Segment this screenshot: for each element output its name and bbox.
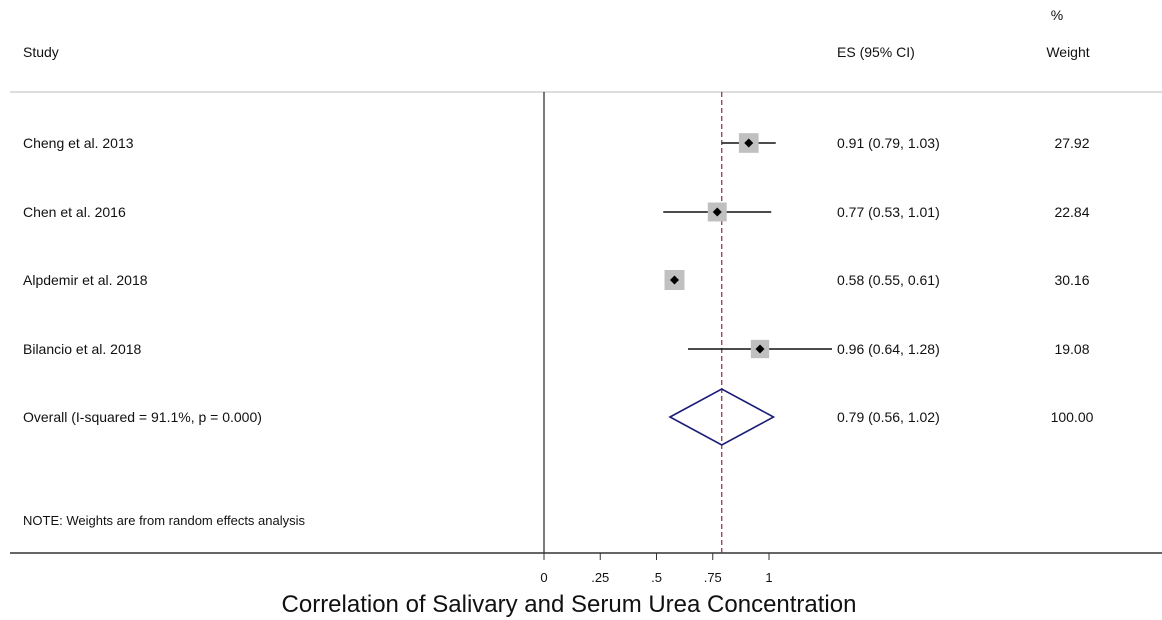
x-axis-title: Correlation of Salivary and Serum Urea C… [282, 591, 857, 618]
overall-weight-value: 100.00 [1051, 409, 1094, 425]
header-weight-percent: % [1051, 7, 1063, 23]
note-text: NOTE: Weights are from random effects an… [23, 513, 306, 528]
point-estimate-marker [712, 207, 722, 217]
x-tick-label: 1 [765, 570, 772, 585]
study-label: Bilancio et al. 2018 [23, 341, 142, 357]
header-es: ES (95% CI) [837, 44, 915, 60]
study-label: Cheng et al. 2013 [23, 135, 134, 151]
overall-label: Overall (I-squared = 91.1%, p = 0.000) [23, 409, 262, 425]
point-estimate-marker [670, 275, 679, 285]
study-row: Bilancio et al. 2018 0.96 (0.64, 1.28) 19.… [23, 339, 1090, 359]
header-weight: Weight [1046, 44, 1089, 60]
weight-value: 22.84 [1054, 204, 1089, 220]
x-tick-label: .25 [591, 570, 609, 585]
study-rows: Cheng et al. 2013 0.91 (0.79, 1.03) 27.92C… [23, 133, 1090, 359]
x-tick-label: .5 [651, 570, 662, 585]
overall-es-ci-value: 0.79 (0.56, 1.02) [837, 409, 940, 425]
header-study: Study [23, 44, 59, 60]
overall-diamond [668, 388, 776, 446]
x-tick-label: 0 [540, 570, 547, 585]
study-label: Alpdemir et al. 2018 [23, 272, 148, 288]
es-ci-value: 0.96 (0.64, 1.28) [837, 341, 940, 357]
point-estimate-marker [744, 138, 754, 148]
study-row: Chen et al. 2016 0.77 (0.53, 1.01) 22.84 [23, 202, 1090, 222]
es-ci-value: 0.91 (0.79, 1.03) [837, 135, 940, 151]
x-axis-ticks: 0 .25 .5 .75 1 [540, 553, 773, 585]
study-row: Cheng et al. 2013 0.91 (0.79, 1.03) 27.92 [23, 133, 1090, 153]
overall-row: Overall (I-squared = 91.1%, p = 0.000) 0.… [23, 388, 1094, 446]
study-row: Alpdemir et al. 2018 0.58 (0.55, 0.61) 30.… [23, 270, 1090, 290]
weight-value: 19.08 [1054, 341, 1089, 357]
study-label: Chen et al. 2016 [23, 204, 126, 220]
point-estimate-marker [755, 344, 765, 354]
x-tick-label: .75 [704, 570, 722, 585]
es-ci-value: 0.77 (0.53, 1.01) [837, 204, 940, 220]
weight-value: 27.92 [1054, 135, 1089, 151]
es-ci-value: 0.58 (0.55, 0.61) [837, 272, 940, 288]
weight-value: 30.16 [1054, 272, 1089, 288]
